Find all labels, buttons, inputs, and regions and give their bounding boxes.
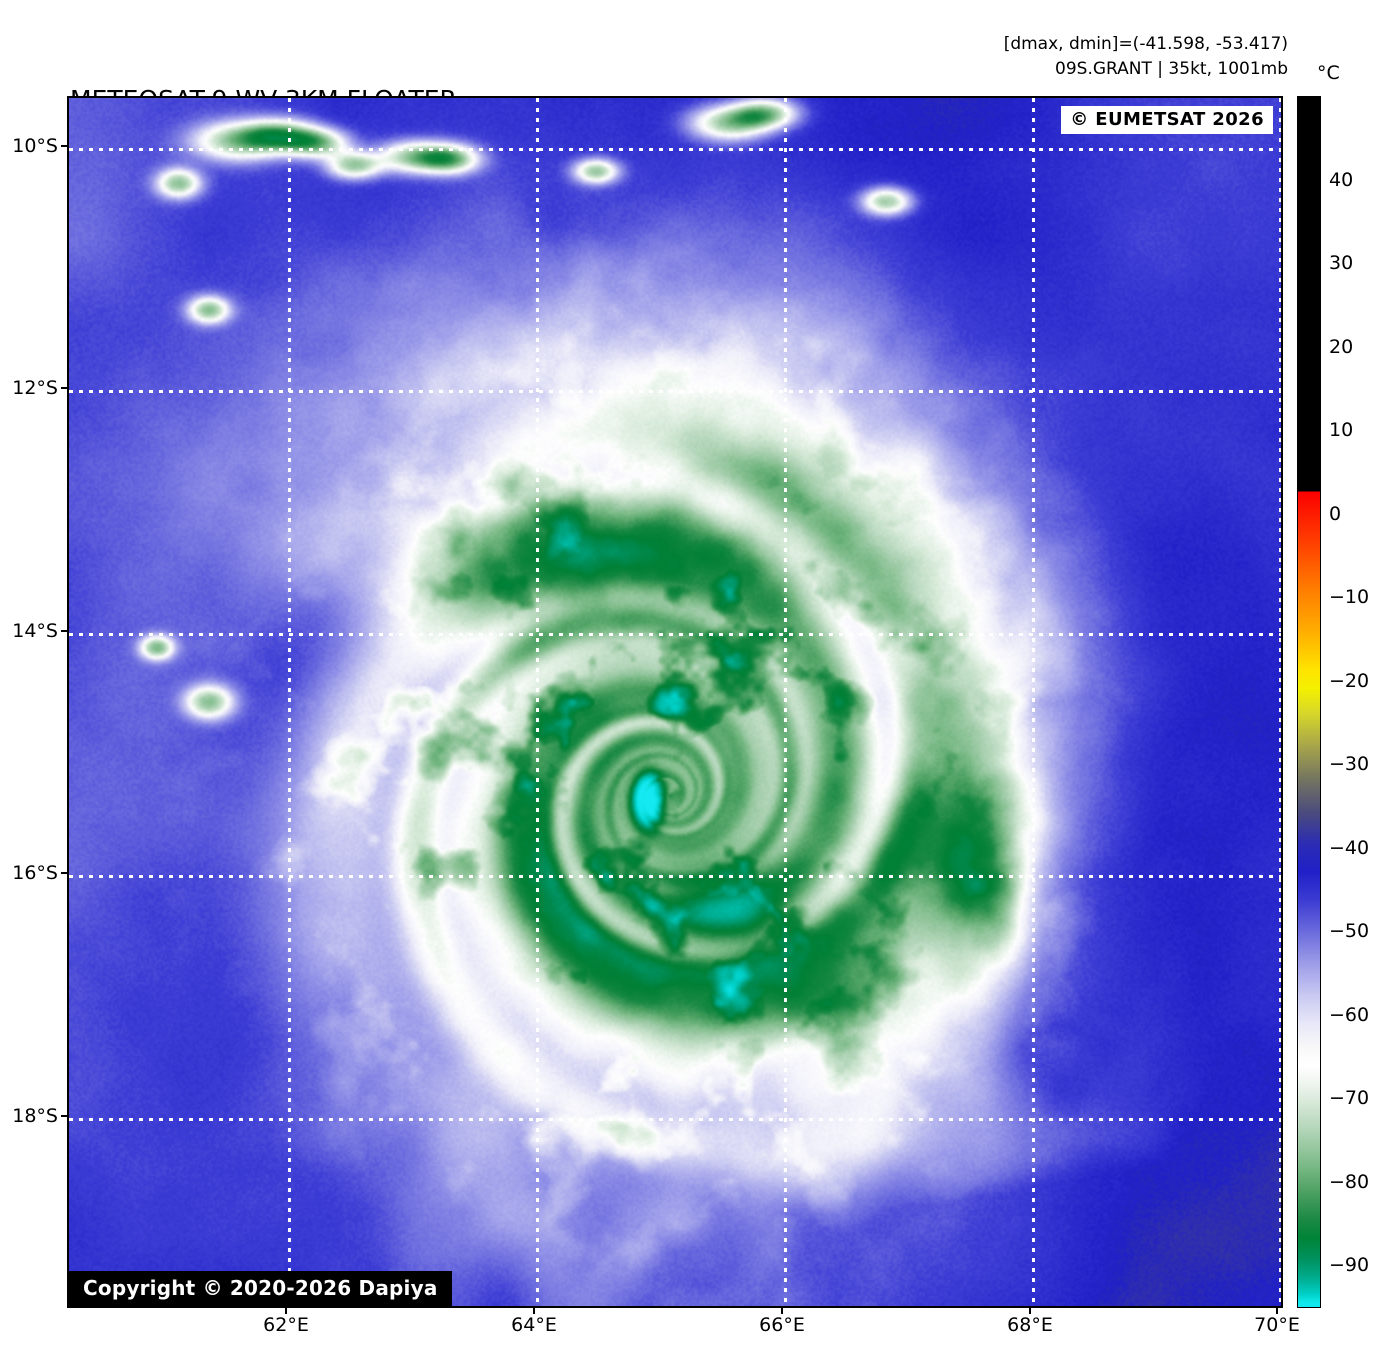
colorbar-tick-0: 0 bbox=[1329, 503, 1342, 525]
lon-label-70E: 70°E bbox=[1254, 1314, 1300, 1336]
colorbar-tick-30: 30 bbox=[1329, 252, 1354, 274]
tick-lat-14S bbox=[61, 630, 67, 632]
lon-label-64E: 64°E bbox=[511, 1314, 557, 1336]
colorbar-tick-m30: −30 bbox=[1329, 753, 1370, 775]
lat-label-10S: 10°S bbox=[12, 135, 58, 157]
lon-label-66E: 66°E bbox=[759, 1314, 805, 1336]
colorbar-tick-40: 40 bbox=[1329, 169, 1354, 191]
colorbar-tick-m80: −80 bbox=[1329, 1171, 1370, 1193]
header-metadata: [dmax, dmin]=(-41.598, -53.417) 09S.GRAN… bbox=[1004, 32, 1288, 81]
tick-lon-70E bbox=[1276, 1308, 1278, 1314]
tick-lat-16S bbox=[61, 872, 67, 874]
colorbar-gradient bbox=[1297, 96, 1321, 1308]
dapiya-copyright-banner: Copyright © 2020-2026 Dapiya bbox=[69, 1271, 452, 1306]
satellite-imagery-canvas bbox=[69, 98, 1281, 1306]
tick-lon-62E bbox=[285, 1308, 287, 1314]
temperature-colorbar[interactable]: 40 30 20 10 0 −10 −20 −30 −40 −50 −60 −7… bbox=[1297, 96, 1369, 1308]
lat-label-16S: 16°S bbox=[12, 862, 58, 884]
colorbar-tick-m40: −40 bbox=[1329, 837, 1370, 859]
colorbar-tick-m60: −60 bbox=[1329, 1004, 1370, 1026]
tick-lat-18S bbox=[61, 1115, 67, 1117]
colorbar-tick-10: 10 bbox=[1329, 419, 1354, 441]
tick-lat-10S bbox=[61, 145, 67, 147]
lon-label-62E: 62°E bbox=[263, 1314, 309, 1336]
tick-lat-12S bbox=[61, 387, 67, 389]
lat-label-14S: 14°S bbox=[12, 620, 58, 642]
colorbar-tick-m20: −20 bbox=[1329, 670, 1370, 692]
lon-label-68E: 68°E bbox=[1007, 1314, 1053, 1336]
colorbar-tick-m90: −90 bbox=[1329, 1254, 1370, 1276]
colorbar-tick-m50: −50 bbox=[1329, 920, 1370, 942]
lat-label-12S: 12°S bbox=[12, 377, 58, 399]
eumetsat-copyright-badge: © EUMETSAT 2026 bbox=[1061, 106, 1273, 134]
satellite-image-plot[interactable]: © EUMETSAT 2026 Copyright © 2020-2026 Da… bbox=[67, 96, 1283, 1308]
dmax-dmin-text: [dmax, dmin]=(-41.598, -53.417) bbox=[1003, 34, 1288, 54]
tick-lon-64E bbox=[533, 1308, 535, 1314]
colorbar-unit-label: °C bbox=[1317, 62, 1340, 84]
tick-lon-66E bbox=[781, 1308, 783, 1314]
colorbar-tick-m10: −10 bbox=[1329, 586, 1370, 608]
colorbar-tick-m70: −70 bbox=[1329, 1087, 1370, 1109]
storm-info-text: 09S.GRANT | 35kt, 1001mb bbox=[1055, 58, 1288, 79]
lat-label-18S: 18°S bbox=[12, 1105, 58, 1127]
colorbar-tick-20: 20 bbox=[1329, 336, 1354, 358]
tick-lon-68E bbox=[1029, 1308, 1031, 1314]
